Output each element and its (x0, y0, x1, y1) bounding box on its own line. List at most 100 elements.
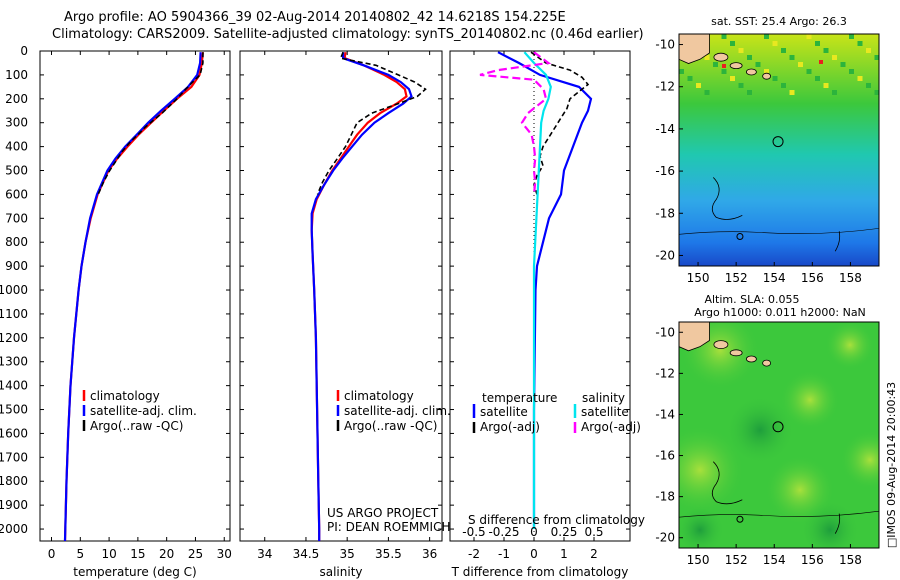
map-x-tick-label: 156 (801, 553, 824, 567)
depth-tick-label: 1000 (0, 283, 28, 297)
depth-tick-label: 1500 (0, 403, 28, 417)
x-tick-label: 0 (530, 547, 538, 561)
x-tick-label: 35 (340, 547, 355, 561)
sst-pixel (815, 76, 820, 81)
map-y-tick-label: -18 (655, 206, 675, 220)
depth-tick-label: 900 (5, 259, 28, 273)
reef-contour (711, 177, 743, 220)
sst-pixel (866, 48, 871, 53)
series-group-3 (479, 51, 593, 541)
sst-pixel (866, 83, 871, 88)
sst-pixel (721, 34, 727, 39)
sst-pixel (764, 69, 769, 74)
depth-tick-label: 1800 (0, 474, 28, 488)
sst-pixel (849, 34, 854, 39)
legend-label: Argo(-adj) (480, 420, 540, 434)
sla-blob (825, 322, 875, 370)
sst-pixel (819, 60, 823, 64)
island (745, 355, 757, 363)
map-x-tick-label: 154 (763, 553, 786, 567)
sst-pixel (755, 62, 761, 67)
series-group-1 (63, 52, 204, 541)
salinity-tick-label: -0.25 (488, 525, 519, 539)
depth-tick-label: 1400 (0, 379, 28, 393)
salinity-axis-label: S difference from climatology (468, 513, 645, 527)
sst-pixel (781, 83, 786, 88)
sla-blob (679, 505, 725, 548)
salinity-tick-label: 0.5 (584, 525, 603, 539)
sst-pixel (806, 69, 812, 74)
salinity-tick-label: 0 (530, 525, 538, 539)
sst-pixel (874, 55, 879, 60)
map-y-tick-label: -16 (655, 449, 675, 463)
map-x-tick-label: 158 (839, 271, 862, 285)
x-tick-label: -1 (498, 547, 510, 561)
depth-tick-label: 2000 (0, 522, 28, 536)
sst-pixel (764, 34, 769, 39)
series-line-temperature-satellite (497, 51, 593, 529)
legend-label: climatology (90, 389, 160, 403)
sst-pixel (823, 83, 829, 88)
sst-pixel (815, 41, 820, 46)
salinity-tick-label: -0.5 (462, 525, 485, 539)
sst-pixel (730, 41, 735, 46)
panel-frame-1 (39, 50, 231, 542)
legend-heading: temperature (482, 391, 557, 405)
map-y-tick-label: -12 (655, 80, 675, 94)
series-line-temperature-argo--adj- (530, 51, 590, 195)
x-tick-label: 34 (257, 547, 272, 561)
depth-tick-label: 600 (5, 187, 28, 201)
sla-blob (800, 500, 860, 548)
legend-label: Argo(..raw -QC) (90, 419, 183, 433)
x-tick-label: 15 (130, 547, 145, 561)
depth-contour (679, 228, 879, 235)
pi-text: PI: DEAN ROEMMICH (327, 520, 450, 534)
sst-pixel (857, 41, 863, 46)
map-y-tick-label: -18 (655, 490, 675, 504)
sst-pixel (840, 62, 846, 67)
sst-pixel (832, 55, 837, 60)
map-y-tick-label: -14 (655, 122, 675, 136)
sst-pixel (789, 90, 795, 95)
map-field-2 (679, 322, 879, 548)
sst-pixel (823, 48, 829, 53)
legend-label: satellite (581, 405, 629, 419)
depth-tick-label: 200 (5, 92, 28, 106)
watermark-text: □IMOS 09-Aug-2014 20:00:43 (885, 382, 898, 548)
sst-pixel (721, 69, 727, 74)
x-tick-label: 20 (159, 547, 174, 561)
map-frame-2 (678, 321, 880, 549)
x-tick-label: -2 (468, 547, 480, 561)
sst-pixel (806, 34, 812, 39)
series-line-argo---raw--qc- (316, 51, 427, 195)
island (762, 72, 772, 80)
x-tick-label: 10 (101, 547, 116, 561)
land-mass (679, 34, 710, 64)
island (729, 349, 743, 357)
island (762, 359, 772, 367)
panel-frame-2 (239, 50, 443, 542)
sst-pixel (713, 62, 718, 67)
series-line-satellite-adj--clim- (63, 52, 202, 541)
map-field-1 (679, 34, 879, 266)
map-x-tick-label: 158 (839, 553, 862, 567)
sst-pixel (730, 76, 735, 81)
depth-tick-label: 400 (5, 140, 28, 154)
depth-contour (679, 510, 879, 518)
map-y-tick-label: -16 (655, 164, 675, 178)
sst-pixel (738, 48, 744, 53)
legend-label: satellite-adj. clim. (344, 404, 451, 418)
argo-position-marker (772, 421, 784, 433)
sst-pixel (747, 90, 752, 95)
island (713, 340, 729, 350)
legend-label: satellite-adj. clim. (90, 404, 197, 418)
sst-pixel (874, 90, 879, 95)
map-x-tick-label: 156 (801, 271, 824, 285)
map-x-tick-label: 154 (763, 271, 786, 285)
series-line-climatology (310, 52, 408, 541)
x-tick-label: 34.5 (293, 547, 320, 561)
sst-pixel (704, 55, 710, 60)
panel-frame-3 (449, 50, 631, 542)
map-x-tick-label: 150 (687, 271, 710, 285)
